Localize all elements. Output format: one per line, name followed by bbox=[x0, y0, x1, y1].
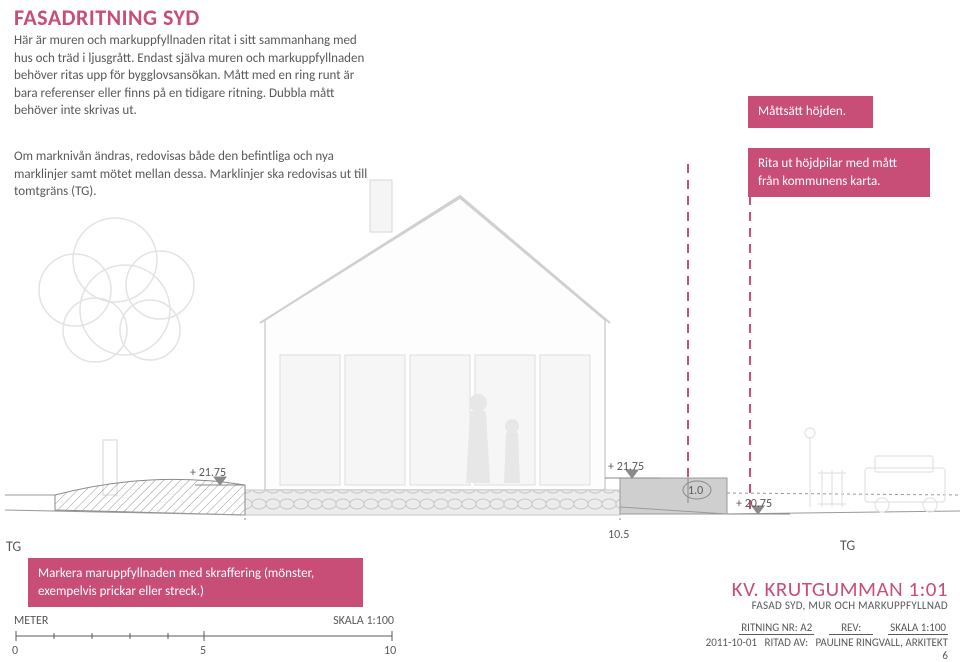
elev-h2: + 21.75 bbox=[608, 460, 644, 474]
elev-h1: + 21.75 bbox=[190, 466, 226, 480]
dashed-height-lines bbox=[688, 160, 750, 511]
callout-hatch: Markera maruppfyllnaden med skraffering … bbox=[28, 558, 363, 607]
scale-tick-5: 5 bbox=[200, 644, 206, 658]
page-number: 6 bbox=[942, 649, 948, 662]
house bbox=[245, 180, 620, 515]
tree bbox=[39, 218, 194, 495]
tg-left: TG bbox=[6, 538, 21, 555]
retaining-wall bbox=[620, 478, 727, 514]
meter-label: METER bbox=[14, 614, 48, 628]
scale-tick-0: 0 bbox=[12, 644, 18, 658]
ritning-author: PAULINE RINGVALL, ARKITEKT bbox=[816, 636, 949, 649]
ritning-line2: 2011-10-01 RITAD AV: PAULINE RINGVALL, A… bbox=[588, 636, 948, 649]
page-title: FASADRITNING SYD bbox=[14, 4, 200, 31]
ritning-author-label: RITAD AV: bbox=[764, 636, 808, 649]
facade-drawing bbox=[0, 160, 960, 520]
elev-h3: + 20.75 bbox=[736, 497, 772, 511]
scale-label: SKALA 1:100 bbox=[333, 614, 394, 628]
ritning-line1: RITNING NR: A2 REV: SKALA 1:100 bbox=[588, 621, 948, 634]
ritning-nr: RITNING NR: A2 bbox=[739, 621, 814, 635]
dimension-10-5 bbox=[245, 518, 641, 520]
tg-right: TG bbox=[840, 537, 855, 554]
dim-1-0: 1.0 bbox=[688, 484, 703, 498]
dim-10-5: 10.5 bbox=[608, 528, 629, 542]
ritning-date: 2011-10-01 bbox=[706, 636, 757, 649]
kv-subtitle: FASAD SYD, MUR OCH MARKUPPFYLLNAD bbox=[752, 599, 948, 612]
background-objects bbox=[805, 428, 945, 512]
ritning-rev: REV: bbox=[829, 621, 873, 635]
callout-height: Måttsätt höjden. bbox=[748, 96, 873, 128]
ritning-scale: SKALA 1:100 bbox=[888, 621, 948, 635]
scale-tick-10: 10 bbox=[384, 644, 396, 658]
paragraph-1: Här är muren och markuppfyllnaden ritat … bbox=[14, 32, 374, 120]
